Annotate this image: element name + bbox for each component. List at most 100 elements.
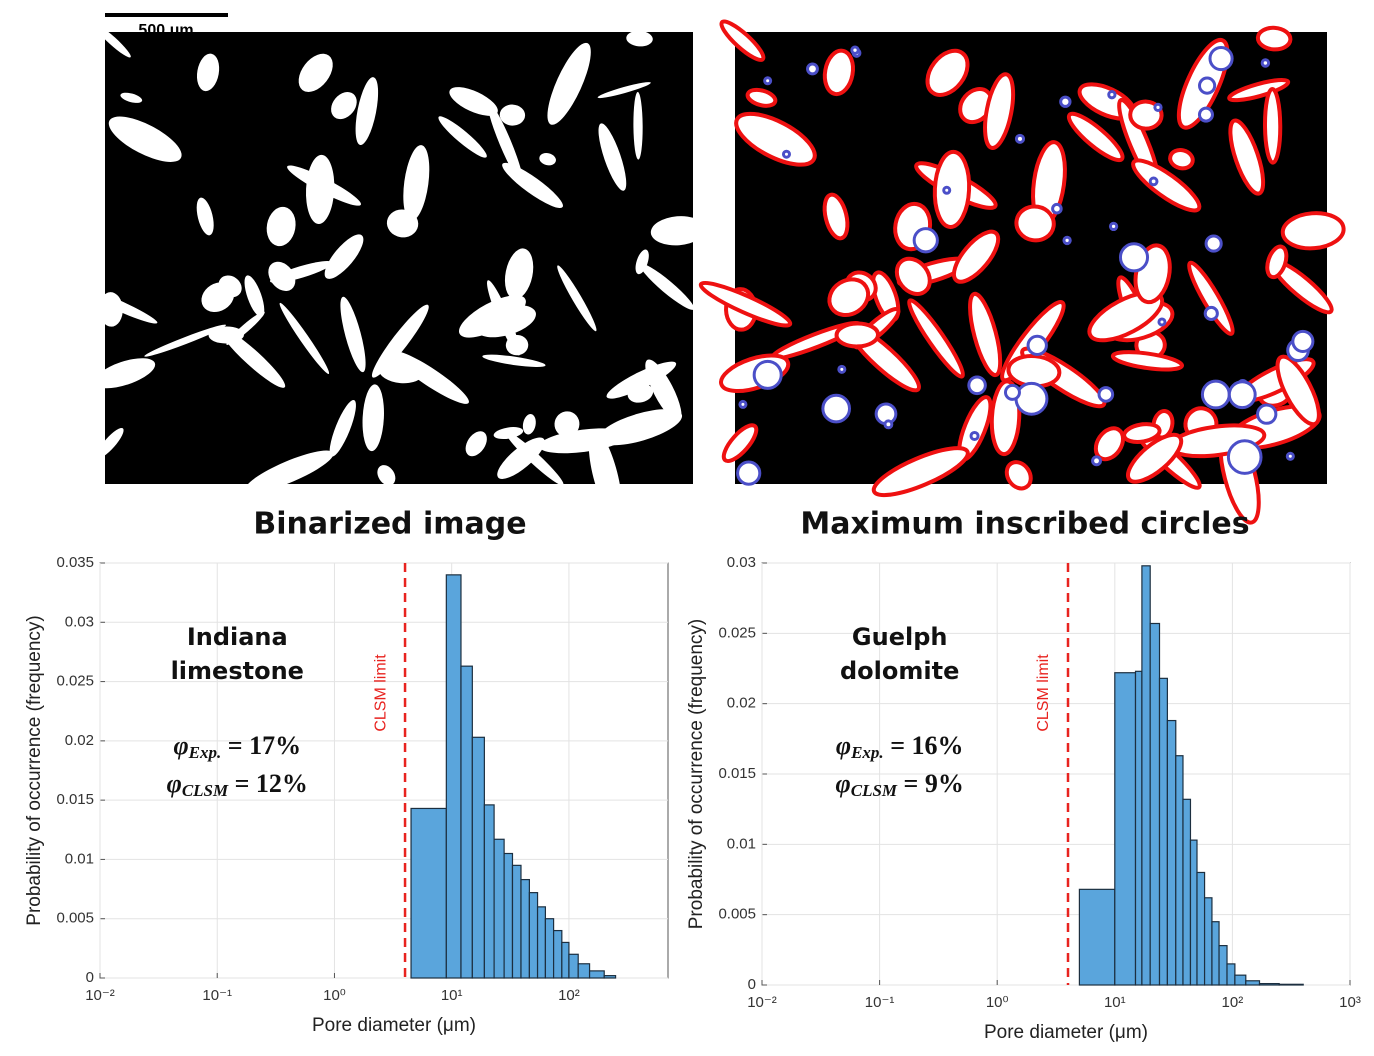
porosity-value: = 16% [884,731,964,760]
pore-outline [1014,204,1056,243]
pore-blob [626,30,653,47]
pore-blob [639,263,695,310]
bar [1114,672,1137,986]
pore-blob [539,153,556,166]
pore-outline [1066,111,1125,163]
bar [1211,921,1220,986]
inscribed-circle [1157,317,1167,327]
pore-outline [951,229,1001,284]
bar [536,906,547,979]
inscribed-circle [1148,176,1159,187]
pore-blob [505,334,529,356]
pore-blob [588,429,622,520]
bar [588,970,605,979]
y-tick-label: 0.03 [727,554,756,571]
bar [1189,839,1198,986]
porosity-equation: φCLSM = 9% [836,769,964,800]
inscribed-circle [1203,305,1219,322]
bar [1218,945,1228,986]
x-tick-label: 10⁻¹ [865,994,895,1011]
pore-blob [298,53,333,92]
bar [445,574,462,979]
pore-blob [266,206,296,247]
inscribed-circle [1260,58,1271,68]
pore-outline [1168,148,1195,171]
bar [561,941,570,979]
y-tick-label: 0.015 [718,765,756,782]
pore-blob [547,42,591,125]
y-tick-label: 0.025 [56,673,94,690]
bar [471,736,485,979]
pore-blob [386,209,419,238]
bar [1196,871,1206,986]
pore-blob [449,87,498,116]
x-axis-label: Pore diameter (μm) [312,1015,476,1036]
inscribed-circle [1108,221,1119,232]
pore-blob [645,359,682,422]
bar [1166,719,1177,986]
pore-outline [719,19,766,62]
pore-outline [1262,86,1283,165]
bar [483,804,495,979]
pore-blob [208,326,245,344]
inscribed-circle [1059,95,1072,108]
porosity-subscript: Exp. [850,743,884,762]
pore-blob [331,92,357,120]
pore-blob [633,91,643,160]
pore-blob [557,265,597,332]
bar [460,665,473,979]
inscribed-circle [837,364,847,374]
inscribed-circle [1256,403,1278,425]
y-tick-label: 0 [86,969,94,986]
y-tick-label: 0.005 [718,906,756,923]
pore-blob [438,116,487,158]
porosity-symbol: φ [173,731,188,760]
pore-outline [1126,432,1184,484]
pore-outline [907,298,965,379]
y-tick-label: 0 [748,976,756,993]
pore-blob [522,414,536,435]
inscribed-circle [1227,380,1257,410]
x-tick-label: 10⁻¹ [202,987,232,1004]
inscribed-circle [738,399,748,409]
porosity-subscript: CLSM [182,781,229,800]
pore-blob [120,92,143,103]
bar [1245,980,1261,986]
pore-blob [497,437,545,479]
inscribed-circle [1014,133,1026,144]
pore-outline [1280,211,1346,251]
bar [1149,622,1161,986]
annotation: dolomite [840,657,959,685]
pore-blob [378,359,424,384]
bar [410,807,447,979]
x-tick-label: 10⁰ [323,987,346,1004]
inscribed-circle [1091,455,1102,467]
histogram-chart: 0 0.005 0.01 0.015 0.02 0.025 0.03 10⁻² 10⁻¹ 10⁰ 1… [686,554,1361,1043]
histogram-chart: 0 0.005 0.01 0.015 0.02 0.025 0.03 0.035 10⁻² 10⁻… [24,554,669,1036]
pore-blob [340,296,366,373]
x-tick-label: 10¹ [441,987,463,1004]
y-tick-label: 0.02 [65,732,94,749]
pore-outline [968,291,1003,378]
pore-blob [598,123,627,191]
porosity-value: = 17% [221,731,301,760]
pore-blob [458,295,526,338]
pore-blob [268,261,296,291]
pore-blob [597,82,651,99]
pore-outline [1275,354,1321,427]
pore-blob [329,399,356,457]
pore-blob [93,358,156,389]
inscribed-circle [1153,102,1163,113]
x-tick-label: 10⁰ [986,994,1009,1011]
inscribed-circle [1204,234,1223,253]
bar [1078,888,1116,986]
inscribed-circle [1285,451,1295,461]
image-caption: Binarized image [253,507,526,542]
inscribed-circle [736,460,762,486]
pore-blob [196,197,214,236]
pore-outline [698,280,793,328]
pore-outline [822,48,855,97]
pore-outline [734,111,817,167]
y-tick-label: 0.03 [65,613,94,630]
pore-blob [504,248,534,300]
